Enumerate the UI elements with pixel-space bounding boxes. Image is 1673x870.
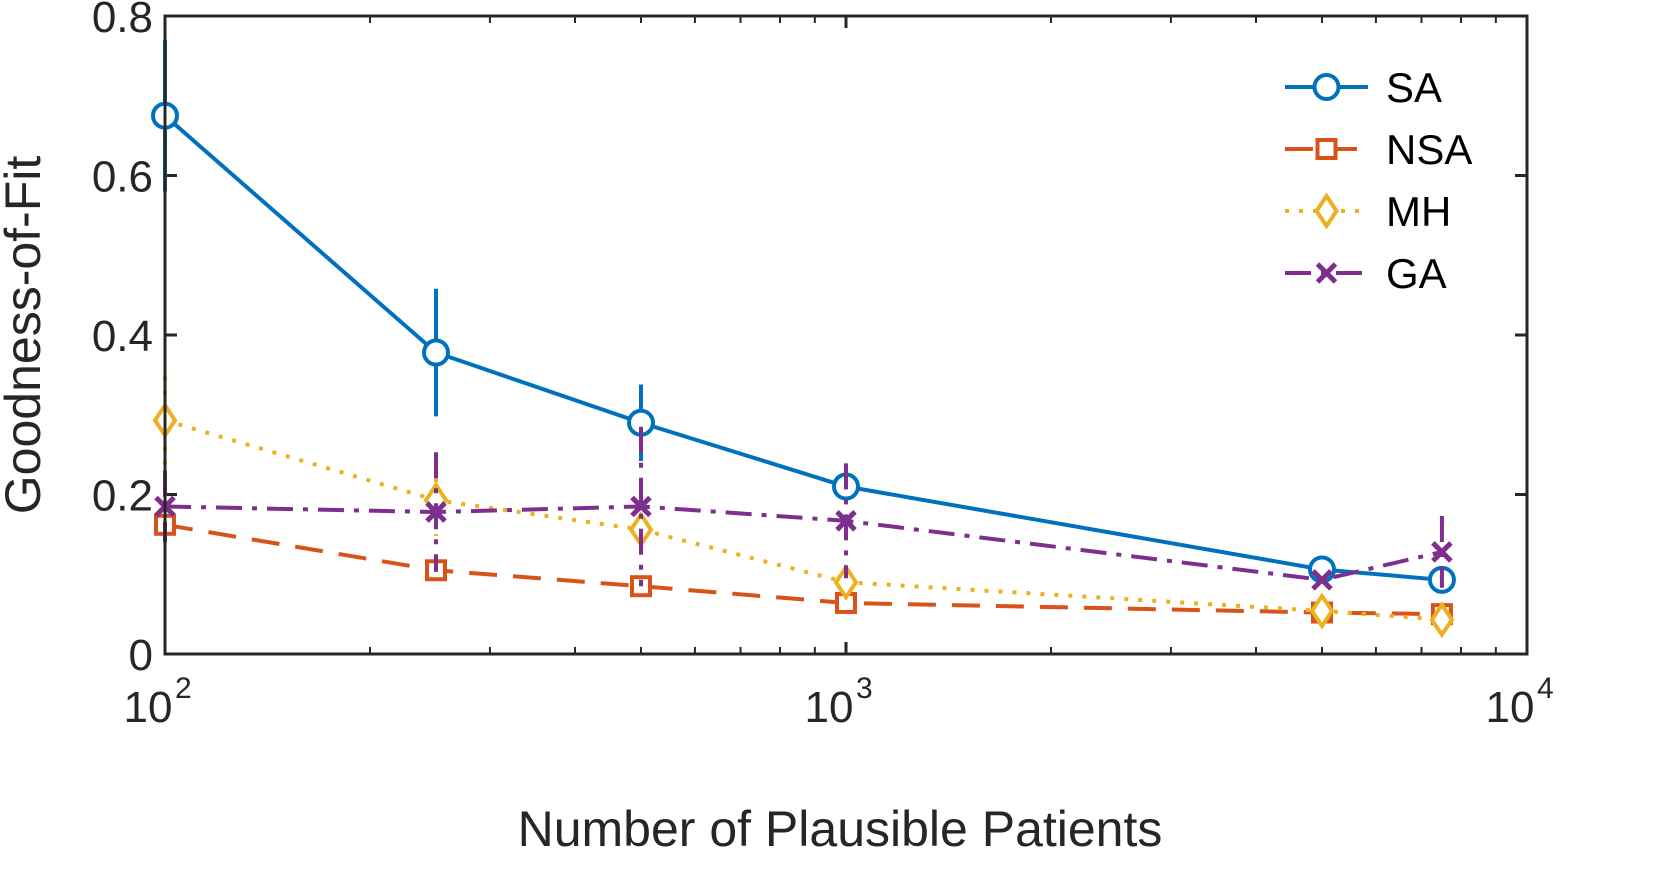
legend-item-ga: GA bbox=[1285, 250, 1447, 297]
data-point bbox=[630, 495, 652, 518]
legend-item-mh: MH bbox=[1285, 188, 1451, 235]
x-tick-exponent: 2 bbox=[175, 672, 192, 705]
y-tick-label: 0.2 bbox=[92, 472, 153, 521]
legend-marker bbox=[1315, 262, 1338, 284]
data-point bbox=[425, 501, 447, 523]
data-point bbox=[421, 338, 450, 367]
legend-label: SA bbox=[1386, 64, 1442, 111]
legend-marker bbox=[1314, 192, 1339, 230]
tick-labels: 00.20.40.60.810 2 10 3 10 4 bbox=[92, 0, 1554, 732]
x-tick-exponent: 4 bbox=[1537, 672, 1554, 705]
data-point bbox=[1311, 569, 1333, 591]
y-tick-label: 0.6 bbox=[92, 153, 153, 202]
legend: SA NSA MH GA bbox=[1285, 64, 1472, 297]
legend-marker bbox=[1312, 73, 1341, 101]
legend-label: MH bbox=[1386, 188, 1451, 235]
legend-label: NSA bbox=[1386, 126, 1472, 173]
series-line bbox=[164, 522, 1442, 617]
data-point bbox=[833, 563, 859, 601]
x-tick-base: 10 bbox=[805, 683, 854, 732]
plot-frame bbox=[163, 14, 1529, 656]
data-point bbox=[1429, 601, 1455, 639]
data-point bbox=[1431, 541, 1453, 563]
legend-item-nsa: NSA bbox=[1285, 126, 1472, 173]
y-tick-label: 0 bbox=[129, 631, 153, 680]
legend-marker bbox=[1315, 138, 1338, 160]
y-tick-label: 0.8 bbox=[92, 0, 153, 42]
plot-background bbox=[165, 16, 1527, 654]
series-line bbox=[164, 504, 1443, 582]
data-point bbox=[1309, 592, 1335, 630]
x-axis-label: Number of Plausible Patients bbox=[518, 801, 1163, 857]
x-tick-base: 10 bbox=[124, 683, 173, 732]
x-tick-base: 10 bbox=[1486, 683, 1535, 732]
y-tick-label: 0.4 bbox=[92, 312, 153, 361]
x-tick-exponent: 3 bbox=[856, 672, 873, 705]
series-line bbox=[163, 114, 1443, 582]
data-point bbox=[835, 510, 857, 532]
y-axis-label: Goodness-of-Fit bbox=[0, 156, 51, 515]
legend-item-sa: SA bbox=[1285, 64, 1442, 111]
x-tick-label: 10 4 bbox=[1486, 672, 1554, 732]
x-tick-label: 10 3 bbox=[805, 672, 873, 732]
x-tick-label: 10 2 bbox=[124, 672, 192, 732]
legend-label: GA bbox=[1386, 250, 1447, 297]
